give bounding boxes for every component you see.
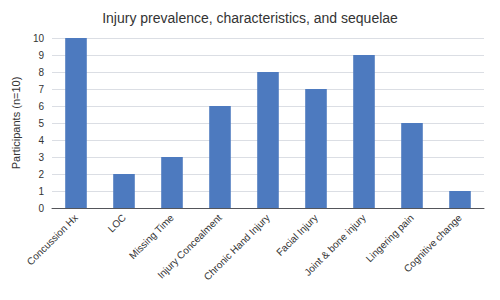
- svg-text:9: 9: [38, 50, 44, 61]
- svg-text:4: 4: [38, 135, 44, 146]
- svg-text:Missing Time: Missing Time: [127, 212, 176, 261]
- svg-text:5: 5: [38, 118, 44, 129]
- svg-text:Injury prevalence, characteris: Injury prevalence, characteristics, and …: [102, 10, 398, 26]
- svg-text:Lingering pain: Lingering pain: [364, 212, 416, 264]
- svg-text:7: 7: [38, 84, 44, 95]
- svg-text:LOC: LOC: [106, 212, 128, 234]
- svg-text:10: 10: [33, 33, 45, 44]
- svg-text:6: 6: [38, 101, 44, 112]
- svg-text:8: 8: [38, 67, 44, 78]
- svg-text:Cognitive change: Cognitive change: [402, 212, 465, 275]
- svg-text:Concussion Hx: Concussion Hx: [25, 212, 80, 267]
- svg-text:2: 2: [38, 169, 44, 180]
- svg-text:Joint & bone injury: Joint & bone injury: [302, 212, 368, 278]
- svg-text:3: 3: [38, 152, 44, 163]
- svg-text:Participants (n=10): Participants (n=10): [10, 77, 22, 170]
- svg-text:Facial Injury: Facial Injury: [274, 212, 320, 258]
- svg-text:0: 0: [38, 203, 44, 214]
- svg-text:Injury Concealment: Injury Concealment: [155, 212, 224, 281]
- svg-text:Chronic Hand Injury: Chronic Hand Injury: [202, 212, 272, 282]
- svg-text:1: 1: [38, 186, 44, 197]
